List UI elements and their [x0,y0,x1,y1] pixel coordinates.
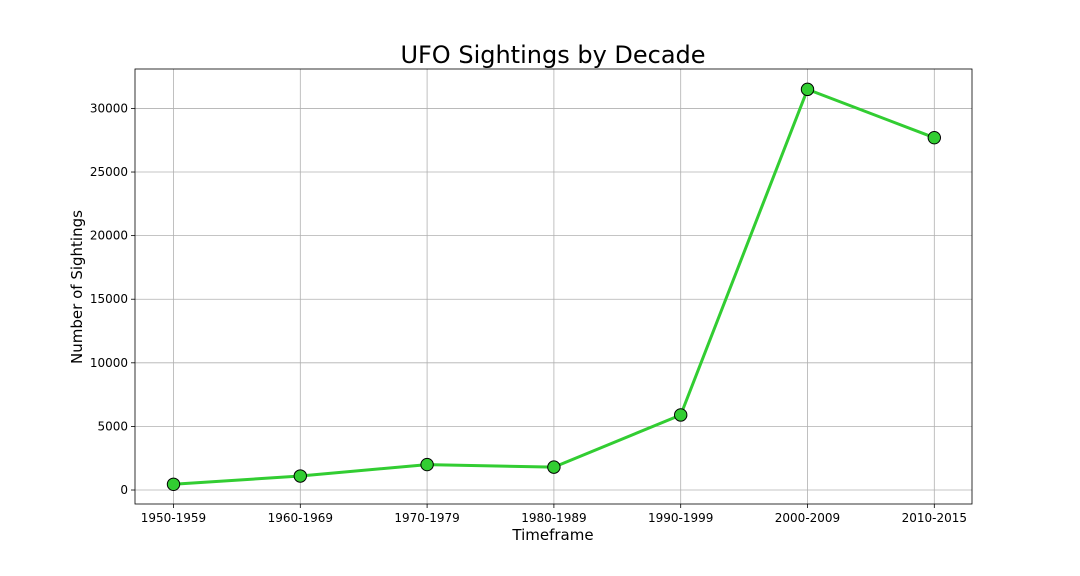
y-tick-label: 5000 [97,419,128,433]
data-point-marker [420,457,434,472]
x-tick-label: 2000-2009 [775,511,840,525]
x-tick-label: 1990-1999 [648,511,713,525]
x-tick-label: 1960-1969 [268,511,333,525]
series-layer [166,82,941,491]
x-tick-label: 1950-1959 [141,511,206,525]
x-tick-label: 1970-1979 [394,511,459,525]
data-point-marker [674,408,688,422]
axis-ticks: 1950-1959 1960-1969 1970-1979 1980-1989 1990… [90,101,967,525]
y-tick-label: 30000 [90,101,128,115]
data-point-marker [927,130,941,145]
data-point-marker [166,477,181,491]
data-point-marker [547,460,561,474]
y-axis-label: Number of Sightings [68,210,86,364]
x-tick-label: 2010-2015 [902,511,967,525]
chart-title: UFO Sightings by Decade [400,41,705,69]
y-tick-label: 10000 [90,356,128,370]
x-tick-label: 1980-1989 [521,511,586,525]
data-point-marker [800,82,815,97]
y-tick-label: 15000 [90,292,128,306]
y-tick-label: 25000 [90,165,128,179]
y-tick-label: 20000 [90,229,128,243]
grid [135,69,972,504]
x-axis-label: Timeframe [511,526,593,544]
y-tick-label: 0 [120,483,128,497]
data-point-marker [293,469,307,483]
